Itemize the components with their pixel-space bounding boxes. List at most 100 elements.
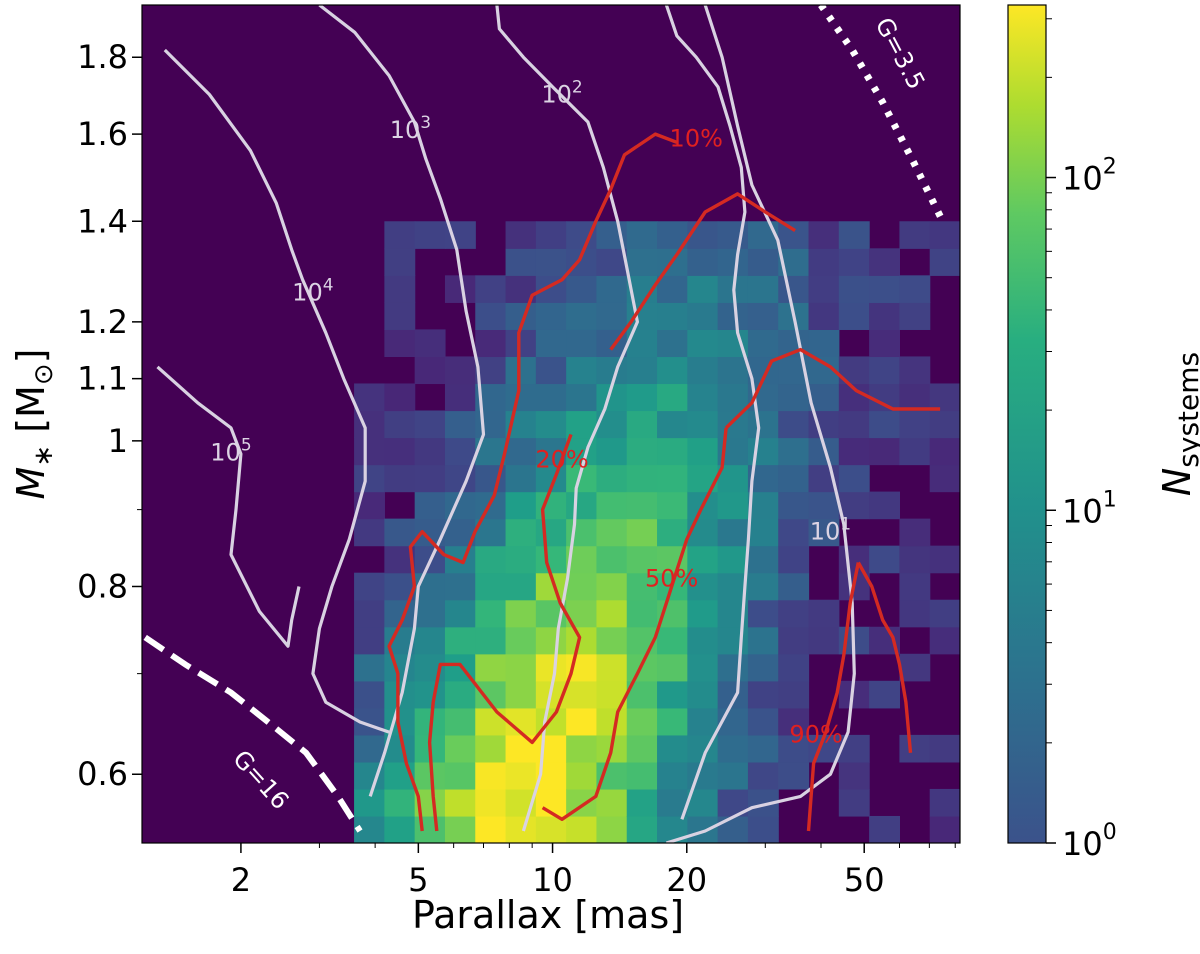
heatmap-cell — [687, 815, 719, 843]
heatmap-cell — [778, 518, 810, 547]
heatmap-cell — [626, 383, 658, 412]
heatmap-cell — [687, 437, 719, 466]
heatmap-cell — [747, 599, 779, 628]
heatmap-cell — [444, 680, 476, 709]
heatmap-cell — [657, 680, 688, 709]
heatmap-cell — [808, 275, 840, 303]
heatmap-cell — [596, 275, 628, 303]
heatmap-cell — [505, 329, 537, 358]
heatmap-cell — [535, 626, 567, 655]
colorbar-gradient — [1007, 4, 1047, 844]
heatmap-cell — [808, 491, 840, 520]
heatmap-cell — [778, 491, 810, 520]
heatmap-cell — [869, 356, 901, 385]
heatmap-cell — [444, 410, 476, 439]
y-tick-label: 0.6 — [77, 755, 128, 793]
heatmap-cell — [657, 464, 688, 493]
heatmap-cell — [384, 221, 416, 249]
colorbar-tick-label: 101 — [1062, 487, 1117, 530]
y-axis-title-unit: [M — [9, 385, 53, 433]
heatmap-cell — [838, 410, 870, 439]
heatmap-cell — [687, 518, 719, 547]
contour-line-white — [664, 5, 761, 820]
heatmap-cell — [747, 680, 779, 709]
heatmap-cell — [596, 599, 628, 628]
heatmap-cell — [778, 599, 810, 628]
x-tick-label: 5 — [408, 861, 428, 899]
heatmap-cell — [626, 734, 658, 763]
x-axis: 2 5 10 20 50 — [141, 4, 961, 899]
heatmap-cell — [596, 248, 628, 276]
heatmap-cell — [657, 518, 688, 547]
colorbar: 100 101 102 Nsystems — [1007, 4, 1200, 863]
heatmap-cell — [717, 383, 749, 412]
heatmap-cell — [778, 464, 810, 493]
heatmap-cell — [444, 734, 476, 763]
heatmap-cell — [354, 572, 385, 601]
heatmap-cell — [869, 248, 901, 276]
heatmap-cell — [596, 464, 628, 493]
heatmap-cell — [808, 626, 840, 655]
heatmap-cell — [384, 302, 416, 330]
heatmap-cell — [444, 572, 476, 601]
svg-text:M∗ [M⊙]: M∗ [M⊙] — [9, 349, 59, 500]
y-axis-title-unit-close: ] — [9, 349, 53, 364]
x-tick-label: 50 — [844, 861, 885, 899]
contour-label-red: 90% — [789, 720, 842, 748]
heatmap-cell — [566, 815, 598, 843]
heatmap-cell — [657, 275, 688, 303]
heatmap-cell — [687, 572, 719, 601]
heatmap-cell — [778, 221, 810, 249]
heatmap-cell — [687, 302, 719, 330]
heatmap-cell — [475, 572, 507, 601]
heatmap-cell — [657, 329, 688, 358]
heatmap-cell — [535, 518, 567, 547]
heatmap-cell — [505, 464, 537, 493]
heatmap-cell — [566, 707, 598, 736]
contour-label-white: 102 — [541, 77, 582, 108]
heatmap-cell — [778, 761, 810, 790]
contour-label-red: 10% — [670, 124, 723, 152]
heatmap-cell — [808, 329, 840, 358]
heatmap-cell — [838, 734, 870, 763]
heatmap-cell — [929, 545, 960, 574]
y-tick-label: 1.8 — [77, 38, 128, 76]
heatmap-cell — [444, 707, 476, 736]
heatmap-cell — [566, 734, 598, 763]
heatmap-cell — [475, 410, 507, 439]
heatmap-cell — [596, 437, 628, 466]
heatmap-cell — [657, 626, 688, 655]
heatmap-cell — [414, 221, 446, 249]
heatmap-cell — [535, 545, 567, 574]
y-axis-title: M∗ [M⊙] — [9, 349, 59, 500]
heatmap-cell — [354, 383, 385, 412]
heatmap-cell — [747, 302, 779, 330]
heatmap-cell — [566, 383, 598, 412]
heatmap-cell — [505, 626, 537, 655]
contours — [143, 5, 946, 843]
heatmap-cell — [717, 410, 749, 439]
heatmap-cell — [808, 599, 840, 628]
y-tick-label: 1.4 — [77, 202, 128, 240]
heatmap-cell — [717, 734, 749, 763]
heatmap-cell — [657, 356, 688, 385]
y-tick-label: 1 — [108, 422, 128, 460]
heatmap-cell — [747, 437, 779, 466]
heatmap-cell — [929, 410, 960, 439]
heatmap-cell — [687, 599, 719, 628]
contour-label-white: 104 — [292, 275, 333, 306]
heatmap-cell — [717, 518, 749, 547]
heatmap-cell — [717, 815, 749, 843]
heatmap-cell — [505, 815, 537, 843]
heatmap-cell — [657, 653, 688, 682]
heatmap-cell — [657, 437, 688, 466]
heatmap-cell — [929, 464, 960, 493]
heatmap-cell — [354, 734, 385, 763]
heatmap-cell — [384, 788, 416, 817]
heatmap-cell — [626, 491, 658, 520]
heatmap-cell — [535, 653, 567, 682]
heatmap-cell — [869, 437, 901, 466]
heatmap-cell — [566, 491, 598, 520]
heatmap-cell — [899, 572, 931, 601]
